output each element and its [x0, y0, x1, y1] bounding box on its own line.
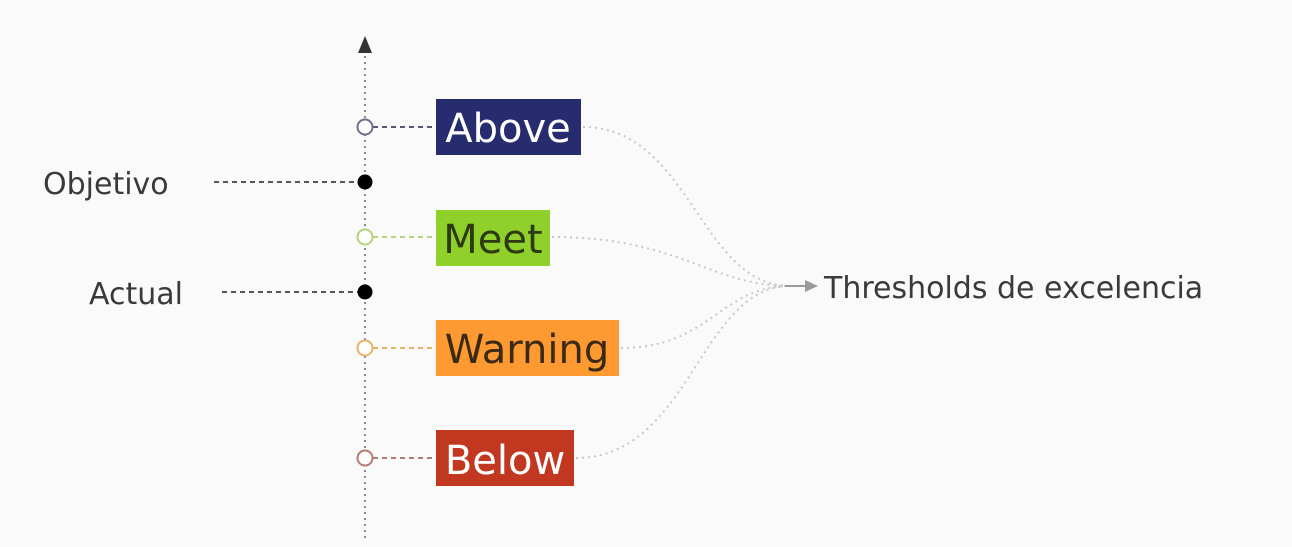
- threshold-meet-label: Meet: [443, 217, 542, 263]
- threshold-above-box: [436, 99, 581, 155]
- marker-objetivo: Objetivo: [43, 167, 373, 202]
- threshold-below-label: Below: [445, 438, 565, 484]
- threshold-below: Below: [356, 285, 791, 486]
- target-label: Thresholds de excelencia: [823, 271, 1203, 306]
- threshold-below-connector: [575, 285, 791, 459]
- threshold-above-label: Above: [445, 106, 571, 152]
- threshold-warning: Warning: [356, 285, 791, 376]
- marker-objetivo-label: Objetivo: [43, 167, 169, 202]
- target-arrowhead-icon: [805, 280, 818, 292]
- threshold-meet-connector: [551, 236, 791, 287]
- threshold-meet: Meet: [356, 210, 791, 287]
- threshold-above-connector: [582, 126, 791, 287]
- threshold-above: Above: [356, 99, 791, 287]
- threshold-meet-box: [436, 210, 550, 266]
- threshold-meet-ring: [356, 228, 374, 246]
- threshold-above-ring: [356, 118, 374, 136]
- axis-arrowhead-icon: [358, 36, 372, 53]
- marker-actual-label: Actual: [89, 277, 183, 312]
- threshold-warning-ring: [356, 339, 374, 357]
- threshold-below-ring: [356, 449, 374, 467]
- threshold-warning-connector: [620, 285, 791, 349]
- threshold-warning-box: [436, 320, 619, 376]
- marker-objetivo-dot: [357, 174, 373, 190]
- marker-actual-dot: [357, 284, 373, 300]
- threshold-below-box: [436, 430, 574, 486]
- threshold-warning-label: Warning: [445, 327, 609, 373]
- marker-actual: Actual: [89, 277, 373, 312]
